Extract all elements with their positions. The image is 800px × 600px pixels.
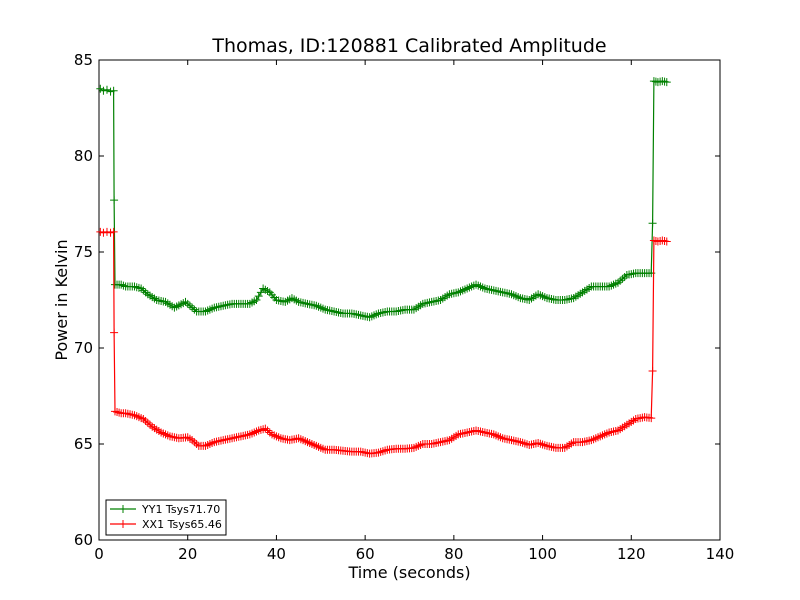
x-tick-label: 20 [178,545,197,563]
series-markers [96,227,671,458]
y-tick-label: 75 [74,243,93,261]
legend-label: XX1 Tsys65.46 [142,518,222,531]
x-tick-label: 140 [706,545,735,563]
chart-title: Thomas, ID:120881 Calibrated Amplitude [211,35,606,57]
data-point [115,408,124,417]
y-axis-label: Power in Kelvin [52,239,71,360]
data-point [648,367,657,376]
series-markers [96,77,671,322]
plot-area [98,59,721,541]
x-tick-label: 80 [444,545,463,563]
series-layer [96,77,671,458]
legend-item: YY1 Tsys71.70 [110,503,220,516]
legend-marker [119,520,127,528]
data-point [109,227,118,236]
x-tick-label: 100 [528,545,557,563]
data-point [110,196,119,205]
data-point [99,228,108,237]
data-point [662,237,671,246]
y-tick-label: 65 [74,435,93,453]
y-tick-label: 80 [74,147,93,165]
data-point [662,78,671,87]
y-tick-label: 85 [74,51,93,69]
legend-item: XX1 Tsys65.46 [110,518,222,531]
data-point [110,407,119,416]
y-tick-label: 60 [74,531,93,549]
x-tick-label: 0 [94,545,104,563]
legend: YY1 Tsys71.70 XX1 Tsys65.46 [105,499,227,536]
axis-ticks: 0 20 40 60 80 100 120 140 60 65 70 75 80 85 [74,51,734,563]
data-point [110,328,119,337]
x-tick-label: 60 [356,545,375,563]
legend-label: YY1 Tsys71.70 [141,503,220,516]
data-point [99,86,108,95]
data-point [109,86,118,95]
series-yy1 [96,77,671,322]
legend-marker [119,505,127,513]
data-point [648,219,657,228]
data-point [647,414,656,423]
x-axis-label: Time (seconds) [347,563,470,582]
series-xx1 [96,227,671,458]
legend-box [105,499,227,536]
data-point [113,408,122,416]
y-tick-label: 70 [74,339,93,357]
x-tick-label: 40 [267,545,286,563]
x-tick-label: 120 [617,545,646,563]
data-point [102,85,111,94]
